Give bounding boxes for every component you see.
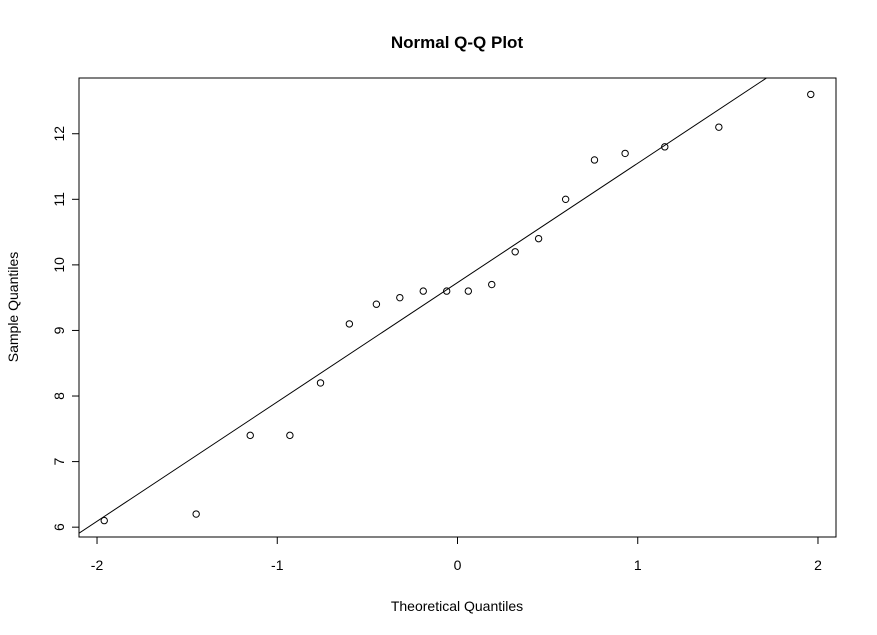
y-tick-label: 6 (51, 523, 67, 531)
reference-line-layer (79, 78, 768, 534)
chart-title: Normal Q-Q Plot (391, 33, 524, 52)
x-tick-label: -1 (271, 557, 284, 573)
data-point (561, 195, 570, 204)
data-point (396, 293, 404, 302)
qq-reference-line (79, 78, 768, 534)
x-axis: -2 -1 0 1 2 (91, 537, 822, 573)
data-point (246, 431, 254, 440)
data-point (715, 123, 723, 131)
x-tick-label: 0 (454, 557, 462, 573)
y-axis: 6 7 8 9 10 11 12 (51, 126, 79, 531)
data-point (534, 234, 543, 243)
y-tick-label: 9 (51, 326, 67, 334)
y-tick-label: 12 (51, 126, 67, 142)
y-tick-label: 7 (51, 457, 67, 465)
data-point (511, 248, 519, 256)
data-point (488, 280, 496, 289)
y-tick-label: 8 (51, 392, 67, 400)
y-axis-label: Sample Quantiles (5, 252, 21, 363)
data-point (316, 379, 325, 387)
x-tick-label: 1 (634, 557, 642, 573)
x-tick-label: 2 (814, 557, 822, 573)
data-point (807, 90, 815, 99)
data-point (345, 320, 354, 328)
y-tick-label: 10 (51, 257, 67, 273)
plot-area-border (78, 77, 837, 538)
data-point (621, 149, 629, 158)
data-point (286, 431, 294, 440)
x-tick-label: -2 (91, 557, 104, 573)
data-point (192, 510, 200, 518)
y-tick-label: 11 (51, 192, 67, 207)
data-point (442, 287, 451, 295)
data-point (372, 300, 381, 308)
data-point (419, 287, 427, 295)
data-point (661, 143, 669, 151)
data-point (100, 516, 108, 525)
data-point (590, 156, 599, 164)
x-axis-label: Theoretical Quantiles (391, 598, 523, 614)
points-layer (100, 90, 815, 525)
data-point (464, 287, 473, 295)
